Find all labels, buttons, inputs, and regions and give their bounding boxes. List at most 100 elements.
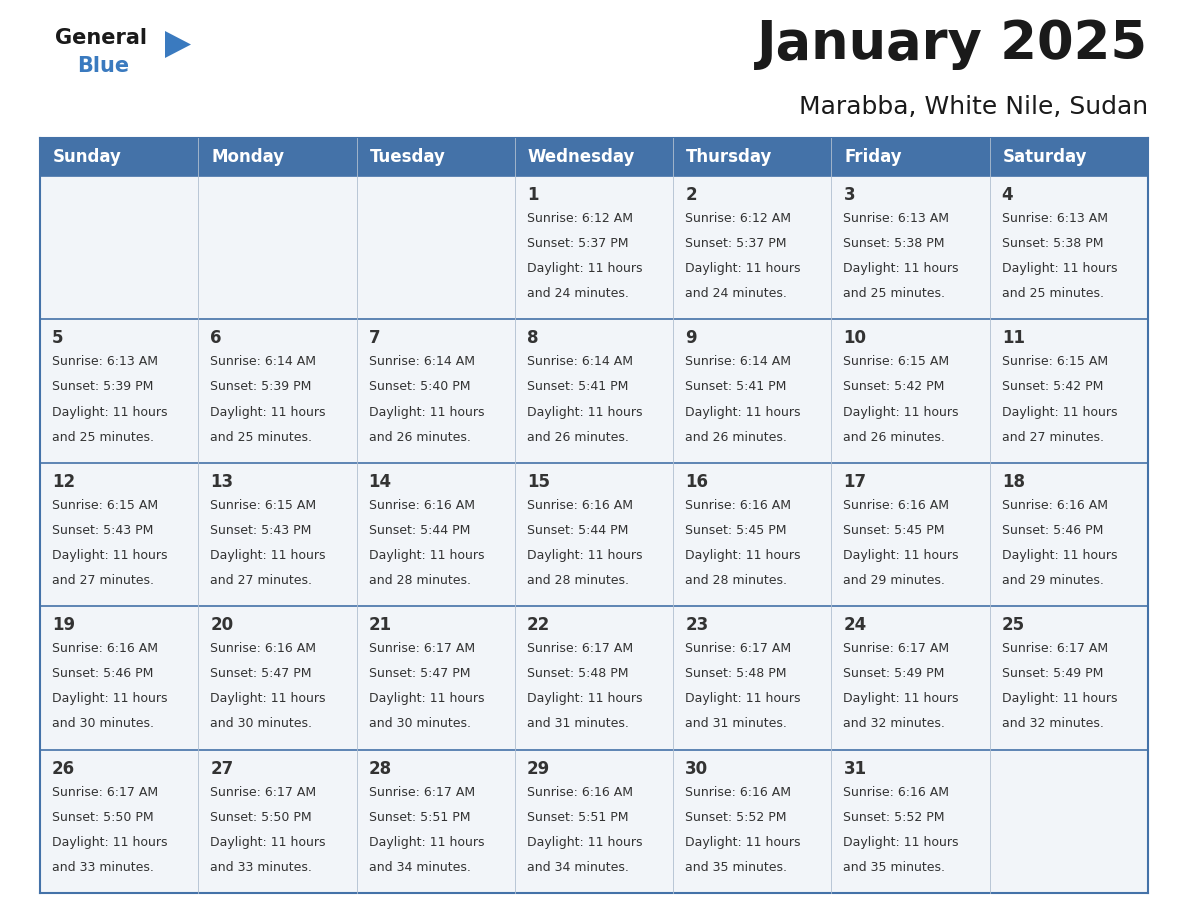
Bar	[832, 319, 990, 463]
Text: Thursday: Thursday	[687, 148, 772, 166]
Text: 4: 4	[1001, 186, 1013, 204]
Text: Sunset: 5:43 PM: Sunset: 5:43 PM	[52, 524, 153, 537]
Bar	[198, 319, 356, 463]
Text: 11: 11	[1001, 330, 1025, 347]
Text: Daylight: 11 hours: Daylight: 11 hours	[526, 692, 643, 705]
Text: Daylight: 11 hours: Daylight: 11 hours	[210, 406, 326, 419]
Text: Sunset: 5:51 PM: Sunset: 5:51 PM	[368, 811, 470, 823]
Bar	[40, 750, 198, 893]
Text: Daylight: 11 hours: Daylight: 11 hours	[210, 835, 326, 849]
Bar	[514, 138, 674, 176]
Bar	[198, 750, 356, 893]
Text: Sunrise: 6:17 AM: Sunrise: 6:17 AM	[52, 786, 158, 799]
Text: 29: 29	[526, 759, 550, 778]
Text: and 30 minutes.: and 30 minutes.	[368, 718, 470, 731]
Text: Daylight: 11 hours: Daylight: 11 hours	[1001, 692, 1117, 705]
Text: Daylight: 11 hours: Daylight: 11 hours	[685, 549, 801, 562]
Text: and 28 minutes.: and 28 minutes.	[368, 574, 470, 588]
Text: 30: 30	[685, 759, 708, 778]
Text: 25: 25	[1001, 616, 1025, 634]
Text: Daylight: 11 hours: Daylight: 11 hours	[52, 406, 168, 419]
Text: Sunrise: 6:13 AM: Sunrise: 6:13 AM	[843, 212, 949, 225]
Bar	[40, 463, 198, 606]
Text: 5: 5	[52, 330, 63, 347]
Text: Sunset: 5:41 PM: Sunset: 5:41 PM	[685, 380, 786, 394]
Text: and 34 minutes.: and 34 minutes.	[526, 861, 628, 874]
Text: Sunset: 5:45 PM: Sunset: 5:45 PM	[685, 524, 786, 537]
Text: and 28 minutes.: and 28 minutes.	[526, 574, 628, 588]
Text: and 26 minutes.: and 26 minutes.	[368, 431, 470, 443]
Text: 26: 26	[52, 759, 75, 778]
Text: Daylight: 11 hours: Daylight: 11 hours	[685, 835, 801, 849]
Bar	[832, 138, 990, 176]
Bar	[674, 319, 832, 463]
Text: Sunrise: 6:14 AM: Sunrise: 6:14 AM	[685, 355, 791, 368]
Bar	[990, 319, 1148, 463]
Bar	[514, 319, 674, 463]
Text: 16: 16	[685, 473, 708, 491]
Text: Sunrise: 6:15 AM: Sunrise: 6:15 AM	[210, 498, 316, 512]
Text: and 27 minutes.: and 27 minutes.	[1001, 431, 1104, 443]
Bar	[832, 176, 990, 319]
Text: Sunrise: 6:16 AM: Sunrise: 6:16 AM	[210, 643, 316, 655]
Text: Sunrise: 6:17 AM: Sunrise: 6:17 AM	[368, 643, 475, 655]
Text: Sunrise: 6:17 AM: Sunrise: 6:17 AM	[1001, 643, 1108, 655]
Bar	[198, 606, 356, 750]
Text: Sunset: 5:50 PM: Sunset: 5:50 PM	[52, 811, 153, 823]
Text: Sunrise: 6:17 AM: Sunrise: 6:17 AM	[685, 643, 791, 655]
Text: Sunrise: 6:16 AM: Sunrise: 6:16 AM	[1001, 498, 1107, 512]
Bar	[356, 176, 514, 319]
Text: and 31 minutes.: and 31 minutes.	[685, 718, 786, 731]
Text: Sunrise: 6:17 AM: Sunrise: 6:17 AM	[368, 786, 475, 799]
Bar	[832, 750, 990, 893]
Text: Sunrise: 6:17 AM: Sunrise: 6:17 AM	[526, 643, 633, 655]
Text: and 34 minutes.: and 34 minutes.	[368, 861, 470, 874]
Bar	[356, 606, 514, 750]
Text: January 2025: January 2025	[757, 18, 1148, 70]
Text: Daylight: 11 hours: Daylight: 11 hours	[526, 263, 643, 275]
Text: Sunrise: 6:15 AM: Sunrise: 6:15 AM	[843, 355, 949, 368]
Text: Daylight: 11 hours: Daylight: 11 hours	[843, 692, 959, 705]
Text: and 29 minutes.: and 29 minutes.	[843, 574, 946, 588]
Text: and 25 minutes.: and 25 minutes.	[210, 431, 312, 443]
Bar	[40, 319, 198, 463]
Text: and 30 minutes.: and 30 minutes.	[52, 718, 154, 731]
Text: Sunrise: 6:15 AM: Sunrise: 6:15 AM	[1001, 355, 1108, 368]
Bar	[356, 750, 514, 893]
Text: Sunset: 5:47 PM: Sunset: 5:47 PM	[210, 667, 311, 680]
Text: Daylight: 11 hours: Daylight: 11 hours	[526, 835, 643, 849]
Text: 10: 10	[843, 330, 866, 347]
Text: and 31 minutes.: and 31 minutes.	[526, 718, 628, 731]
Polygon shape	[165, 31, 191, 58]
Bar	[674, 750, 832, 893]
Text: Saturday: Saturday	[1003, 148, 1087, 166]
Text: 23: 23	[685, 616, 708, 634]
Bar	[674, 463, 832, 606]
Text: and 24 minutes.: and 24 minutes.	[685, 287, 786, 300]
Text: Daylight: 11 hours: Daylight: 11 hours	[526, 549, 643, 562]
Text: 18: 18	[1001, 473, 1025, 491]
Text: Daylight: 11 hours: Daylight: 11 hours	[843, 406, 959, 419]
Text: 24: 24	[843, 616, 867, 634]
Text: Sunrise: 6:16 AM: Sunrise: 6:16 AM	[843, 498, 949, 512]
Bar	[514, 176, 674, 319]
Text: Sunset: 5:43 PM: Sunset: 5:43 PM	[210, 524, 311, 537]
Text: Sunset: 5:46 PM: Sunset: 5:46 PM	[52, 667, 153, 680]
Text: Daylight: 11 hours: Daylight: 11 hours	[1001, 549, 1117, 562]
Text: Sunset: 5:47 PM: Sunset: 5:47 PM	[368, 667, 470, 680]
Bar	[356, 319, 514, 463]
Bar	[40, 606, 198, 750]
Text: Sunrise: 6:17 AM: Sunrise: 6:17 AM	[843, 643, 949, 655]
Bar	[832, 463, 990, 606]
Bar	[40, 176, 198, 319]
Text: 31: 31	[843, 759, 866, 778]
Text: 2: 2	[685, 186, 697, 204]
Text: Daylight: 11 hours: Daylight: 11 hours	[685, 263, 801, 275]
Bar	[832, 606, 990, 750]
Bar	[514, 750, 674, 893]
Text: 6: 6	[210, 330, 222, 347]
Text: Sunrise: 6:16 AM: Sunrise: 6:16 AM	[685, 498, 791, 512]
Text: Daylight: 11 hours: Daylight: 11 hours	[52, 692, 168, 705]
Text: General: General	[55, 28, 147, 48]
Text: Sunset: 5:37 PM: Sunset: 5:37 PM	[685, 237, 786, 250]
